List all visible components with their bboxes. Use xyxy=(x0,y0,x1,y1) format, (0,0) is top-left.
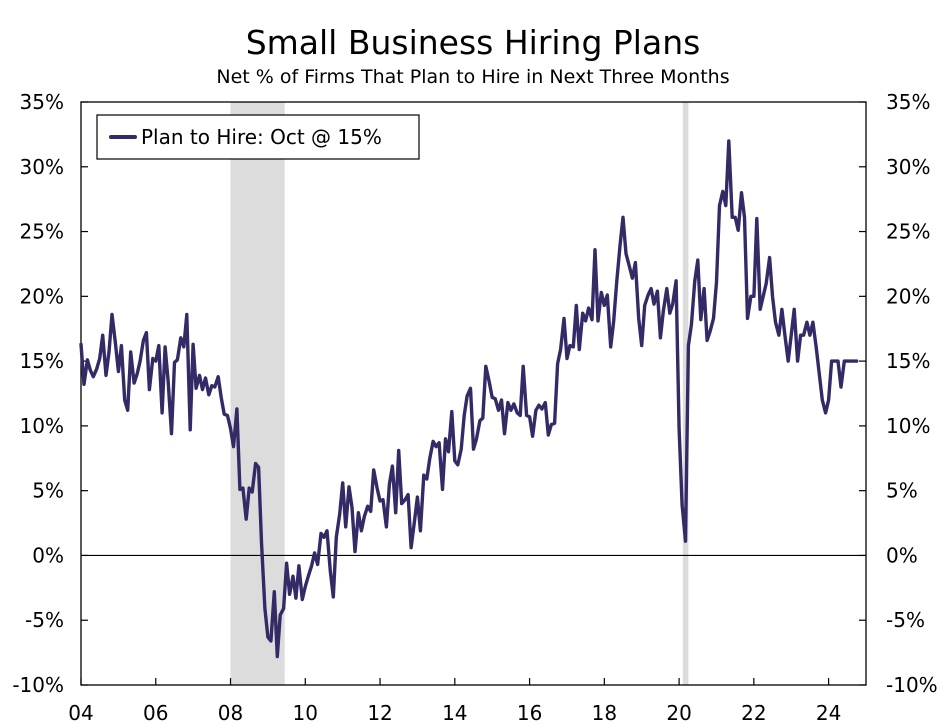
y-tick-label-right: 10% xyxy=(886,414,930,438)
y-tick-label-left: 5% xyxy=(32,479,64,503)
y-tick-label-right: 15% xyxy=(886,349,930,373)
chart-title: Small Business Hiring Plans xyxy=(246,23,701,62)
y-axis-left: 35% 30% 25% 20% 15% 10% 5% 0% -5% -10% xyxy=(12,90,88,697)
y-tick-label-right: 30% xyxy=(886,155,930,179)
x-tick-label: 18 xyxy=(592,701,617,725)
recession-band xyxy=(230,102,285,685)
x-tick-label: 04 xyxy=(68,701,93,725)
plot-frame xyxy=(80,101,867,686)
x-tick-label: 12 xyxy=(367,701,392,725)
x-tick-label: 06 xyxy=(143,701,168,725)
y-tick-label-right: 0% xyxy=(886,543,918,567)
recession-band xyxy=(682,102,689,685)
x-tick-label: 24 xyxy=(816,701,841,725)
x-tick-label: 16 xyxy=(517,701,542,725)
x-axis: 04 06 08 10 12 14 16 18 20 22 24 xyxy=(68,678,841,725)
y-tick-label-right: 35% xyxy=(886,90,930,114)
x-tick-label: 22 xyxy=(741,701,766,725)
y-tick-label-left: 35% xyxy=(20,90,64,114)
y-tick-label-left: 25% xyxy=(20,220,64,244)
series-lines xyxy=(79,139,859,659)
series-line-plan-to-hire xyxy=(79,139,859,659)
legend: Plan to Hire: Oct @ 15% xyxy=(96,114,420,160)
y-tick-label-left: 15% xyxy=(20,349,64,373)
y-tick-label-left: -5% xyxy=(25,608,64,632)
chart-subtitle: Net % of Firms That Plan to Hire in Next… xyxy=(216,66,729,88)
x-tick-label: 10 xyxy=(293,701,318,725)
y-tick-label-right: 20% xyxy=(886,284,930,308)
x-tick-label: 08 xyxy=(218,701,243,725)
y-tick-label-left: 0% xyxy=(32,543,64,567)
y-tick-label-right: -10% xyxy=(886,673,938,697)
legend-label: Plan to Hire: Oct @ 15% xyxy=(141,125,382,149)
y-tick-label-right: 5% xyxy=(886,479,918,503)
x-tick-label: 14 xyxy=(442,701,467,725)
legend-box xyxy=(96,114,420,160)
recession-bands xyxy=(230,102,689,685)
x-tick-label: 20 xyxy=(666,701,691,725)
y-axis-right: 35% 30% 25% 20% 15% 10% 5% 0% -5% -10% xyxy=(859,90,938,697)
y-tick-label-left: -10% xyxy=(12,673,64,697)
y-tick-label-left: 20% xyxy=(20,284,64,308)
y-tick-label-left: 30% xyxy=(20,155,64,179)
y-tick-label-left: 10% xyxy=(20,414,64,438)
y-tick-label-right: 25% xyxy=(886,220,930,244)
y-tick-label-right: -5% xyxy=(886,608,925,632)
